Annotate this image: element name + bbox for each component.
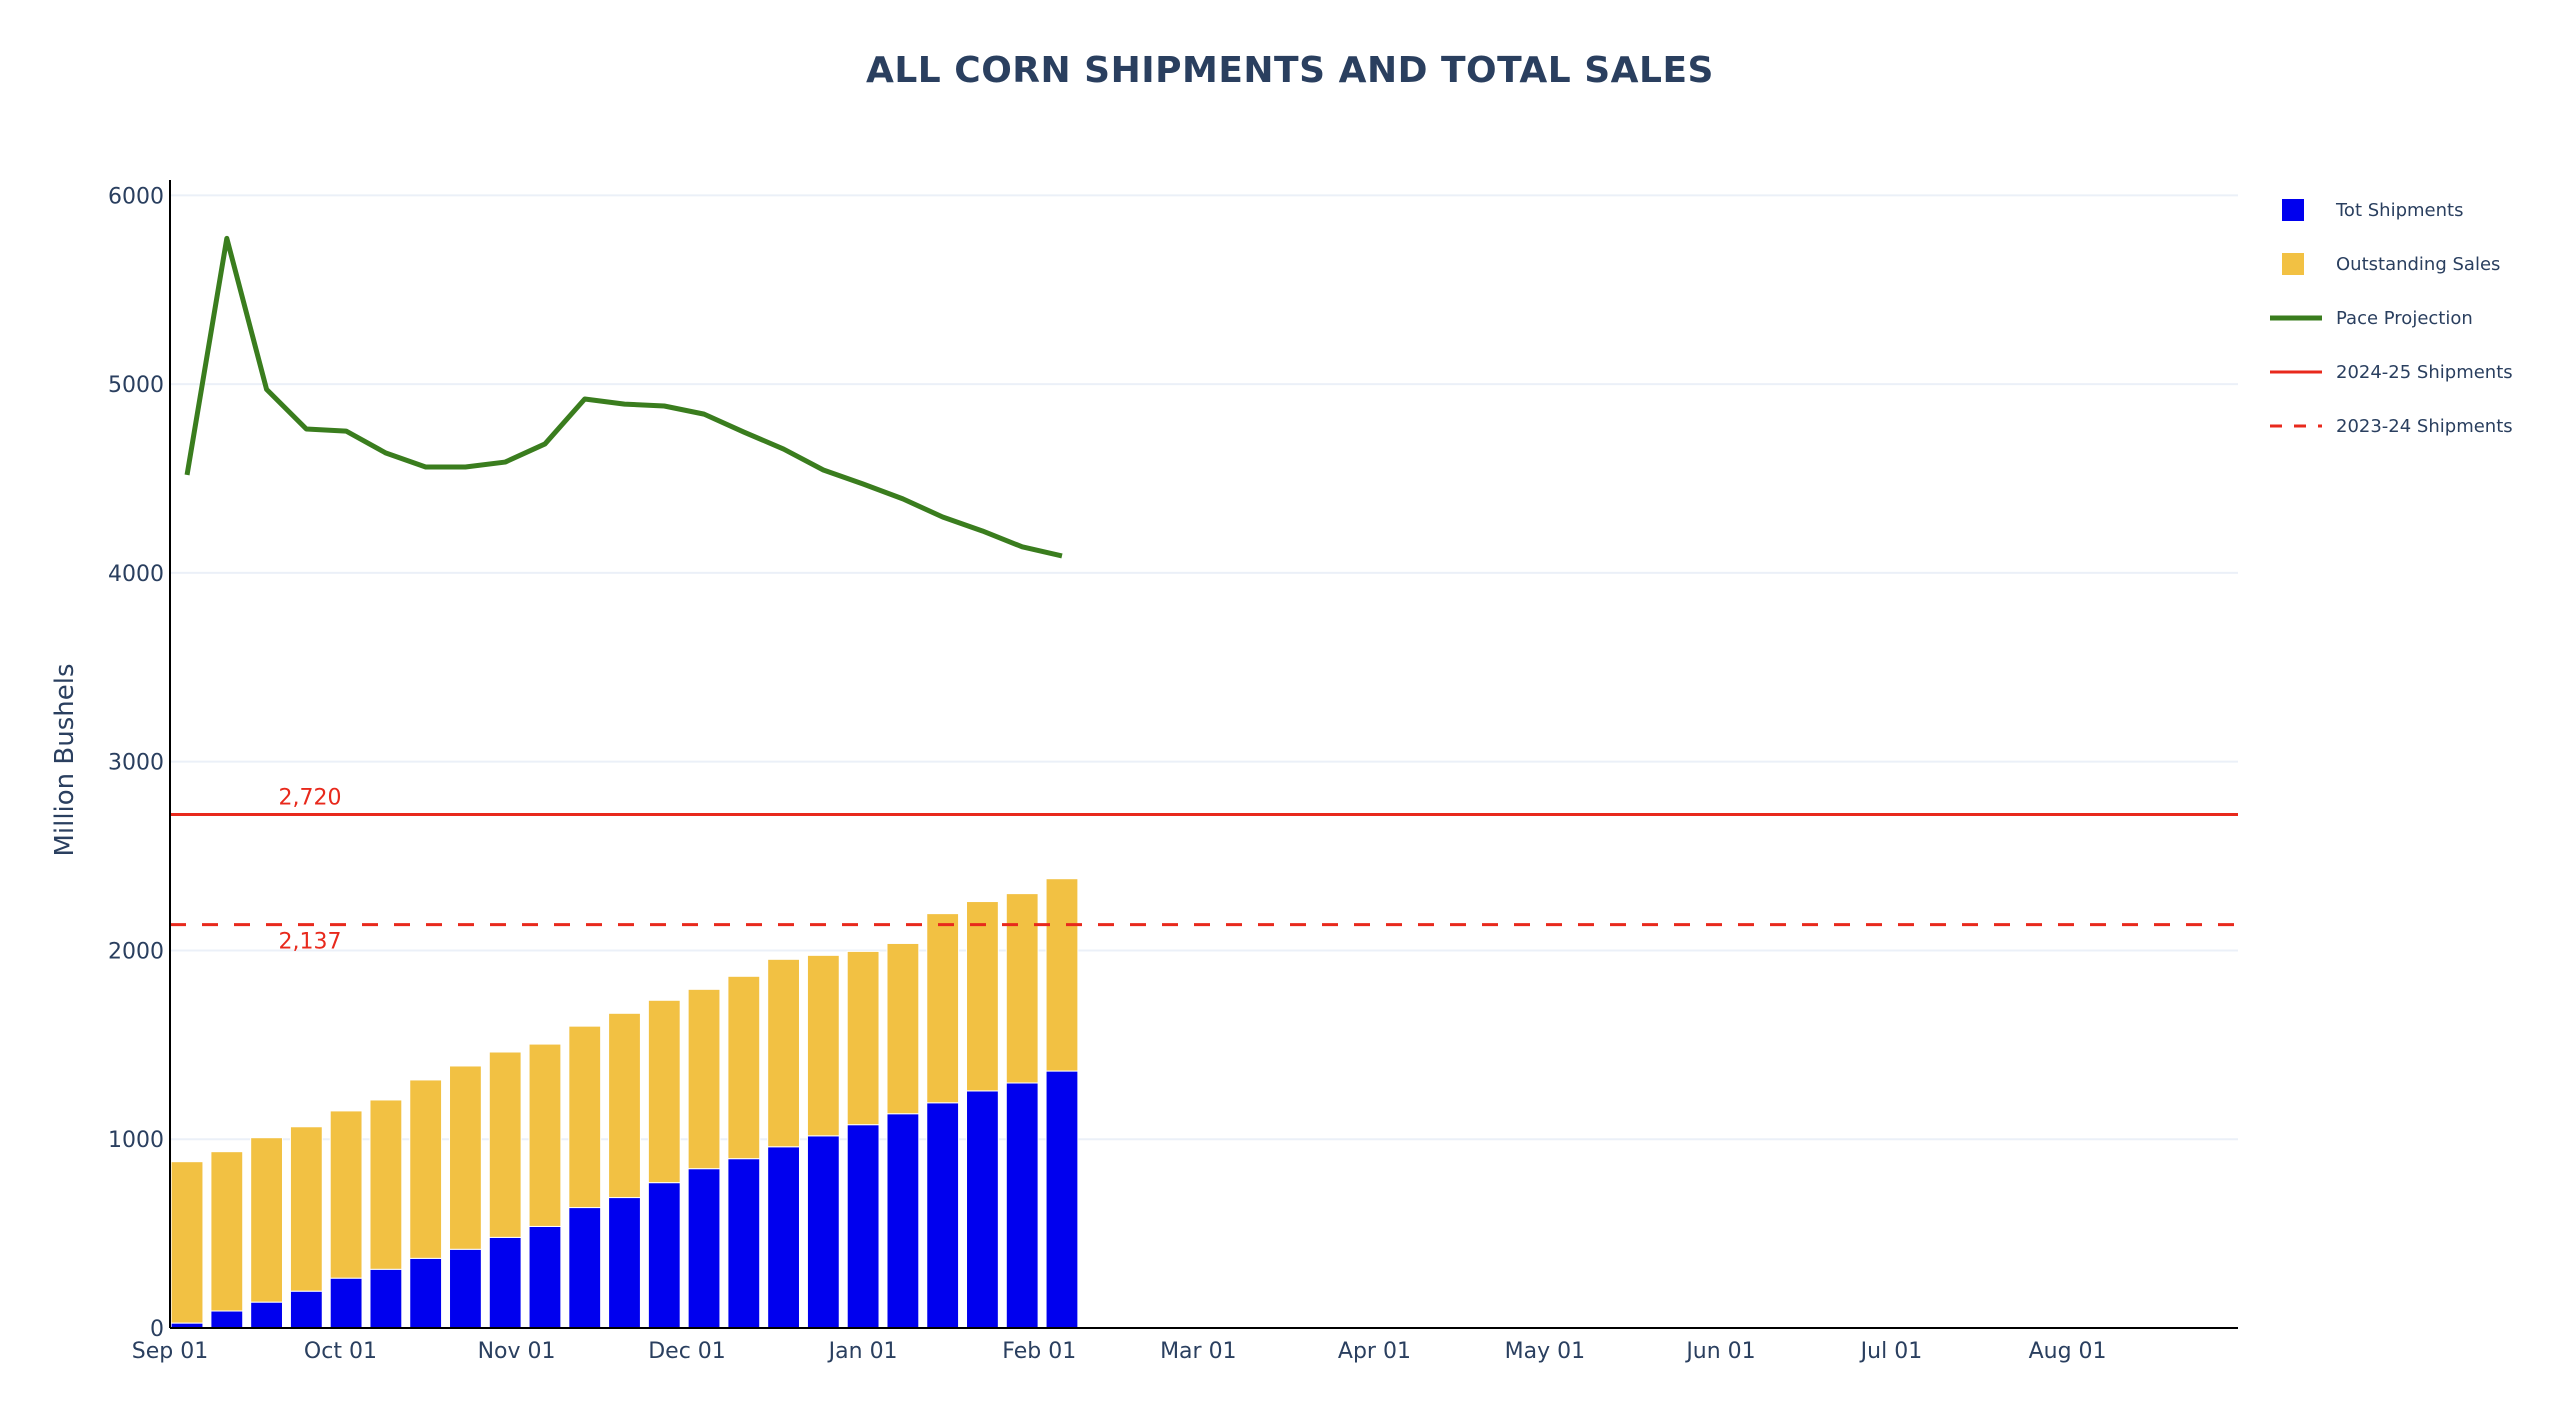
bar-tot-shipments: [1005, 1082, 1039, 1329]
y-axis-title: Million Bushels: [50, 663, 80, 856]
bar-tot-shipments: [846, 1124, 880, 1329]
legend-item[interactable]: Tot Shipments: [2282, 199, 2463, 221]
legend-label: 2023-24 Shipments: [2336, 416, 2513, 437]
legend-label: 2024-25 Shipments: [2336, 362, 2513, 383]
bar-outstanding-sales: [647, 999, 681, 1184]
bar-outstanding-sales: [568, 1025, 602, 1209]
bar-outstanding-sales: [369, 1099, 403, 1270]
y-tick-label: 4000: [108, 562, 164, 587]
bar-tot-shipments: [608, 1197, 641, 1329]
bar-tot-shipments: [767, 1146, 800, 1329]
bar-tot-shipments: [647, 1182, 681, 1329]
bar-outstanding-sales: [250, 1137, 283, 1303]
bar-outstanding-sales: [289, 1126, 323, 1292]
legend-item[interactable]: Pace Projection: [2270, 308, 2473, 329]
label-2137: 2,137: [279, 930, 342, 955]
bar-tot-shipments: [1045, 1070, 1079, 1329]
bar-outstanding-sales: [727, 975, 761, 1160]
x-tick-labels: Sep 01 Oct 01 Nov 01 Dec 01 Jan 01 Feb 01 Mar …: [132, 1339, 2107, 1364]
x-tick-label: Jun 01: [1684, 1339, 1755, 1364]
bar-tot-shipments: [488, 1236, 522, 1329]
bar-outstanding-sales: [1005, 893, 1039, 1084]
bar-tot-shipments: [449, 1248, 482, 1329]
bar-outstanding-sales: [488, 1051, 522, 1238]
y-tick-labels: 0 1000 2000 3000 4000 5000 6000: [108, 184, 164, 1342]
bar-outstanding-sales: [926, 913, 960, 1104]
bar-tot-shipments: [210, 1310, 244, 1329]
bar-tot-shipments: [886, 1113, 920, 1329]
x-tick-label: Feb 01: [1002, 1339, 1076, 1364]
x-tick-label: Sep 01: [132, 1339, 208, 1364]
bar-tot-shipments: [727, 1158, 761, 1329]
x-tick-label: Nov 01: [478, 1339, 556, 1364]
bar-outstanding-sales: [608, 1012, 641, 1199]
x-tick-label: Dec 01: [648, 1339, 726, 1364]
legend: Tot Shipments Outstanding Sales Pace Proje…: [2270, 199, 2513, 437]
axes: [169, 180, 2238, 1329]
reference-lines: 2,720 2,137: [170, 786, 2238, 955]
bar-outstanding-sales: [409, 1079, 443, 1259]
bar-outstanding-sales: [449, 1065, 482, 1250]
bar-tot-shipments: [806, 1135, 840, 1329]
x-tick-label: Jul 01: [1859, 1339, 1923, 1364]
x-tick-label: Aug 01: [2029, 1339, 2107, 1364]
bar-outstanding-sales: [210, 1151, 244, 1312]
bar-tot-shipments: [568, 1207, 602, 1329]
label-2720: 2,720: [279, 786, 342, 811]
bars: [170, 878, 1079, 1329]
bar-tot-shipments: [250, 1301, 283, 1329]
bar-outstanding-sales: [886, 942, 920, 1115]
bar-outstanding-sales: [1045, 878, 1079, 1072]
bar-outstanding-sales: [767, 958, 800, 1148]
bar-tot-shipments: [409, 1257, 443, 1329]
bar-tot-shipments: [329, 1277, 363, 1329]
y-tick-label: 1000: [108, 1128, 164, 1153]
bar-tot-shipments: [528, 1225, 562, 1329]
y-tick-label: 2000: [108, 939, 164, 964]
y-tick-label: 0: [150, 1317, 164, 1342]
bar-outstanding-sales: [966, 901, 999, 1092]
y-tick-label: 6000: [108, 184, 164, 209]
bar-tot-shipments: [687, 1168, 721, 1329]
legend-label: Pace Projection: [2336, 308, 2473, 329]
bar-outstanding-sales: [170, 1161, 204, 1324]
x-tick-label: May 01: [1505, 1339, 1585, 1364]
legend-swatch-square-icon: [2282, 199, 2304, 221]
bar-outstanding-sales: [528, 1043, 562, 1227]
y-tick-label: 5000: [108, 373, 164, 398]
bar-tot-shipments: [926, 1102, 960, 1329]
x-tick-label: Apr 01: [1338, 1339, 1411, 1364]
y-tick-label: 3000: [108, 751, 164, 776]
legend-item[interactable]: 2024-25 Shipments: [2270, 362, 2513, 383]
bar-outstanding-sales: [687, 988, 721, 1170]
legend-label: Outstanding Sales: [2336, 254, 2500, 275]
gridlines: [170, 194, 2238, 1141]
bar-tot-shipments: [369, 1268, 403, 1329]
x-tick-label: Oct 01: [304, 1339, 377, 1364]
legend-label: Tot Shipments: [2335, 200, 2463, 221]
bar-outstanding-sales: [846, 950, 880, 1126]
pace-projection-line: [184, 235, 1063, 559]
legend-swatch-square-icon: [2282, 253, 2304, 275]
x-tick-label: Jan 01: [827, 1339, 898, 1364]
chart-title: ALL CORN SHIPMENTS AND TOTAL SALES: [866, 50, 1714, 91]
legend-item[interactable]: Outstanding Sales: [2282, 253, 2500, 275]
bar-tot-shipments: [966, 1090, 999, 1329]
bar-tot-shipments: [289, 1290, 323, 1329]
legend-item[interactable]: 2023-24 Shipments: [2270, 416, 2513, 437]
bar-outstanding-sales: [329, 1110, 363, 1279]
x-tick-label: Mar 01: [1160, 1339, 1237, 1364]
bar-outstanding-sales: [806, 954, 840, 1137]
pace-projection-series: [184, 235, 1063, 559]
